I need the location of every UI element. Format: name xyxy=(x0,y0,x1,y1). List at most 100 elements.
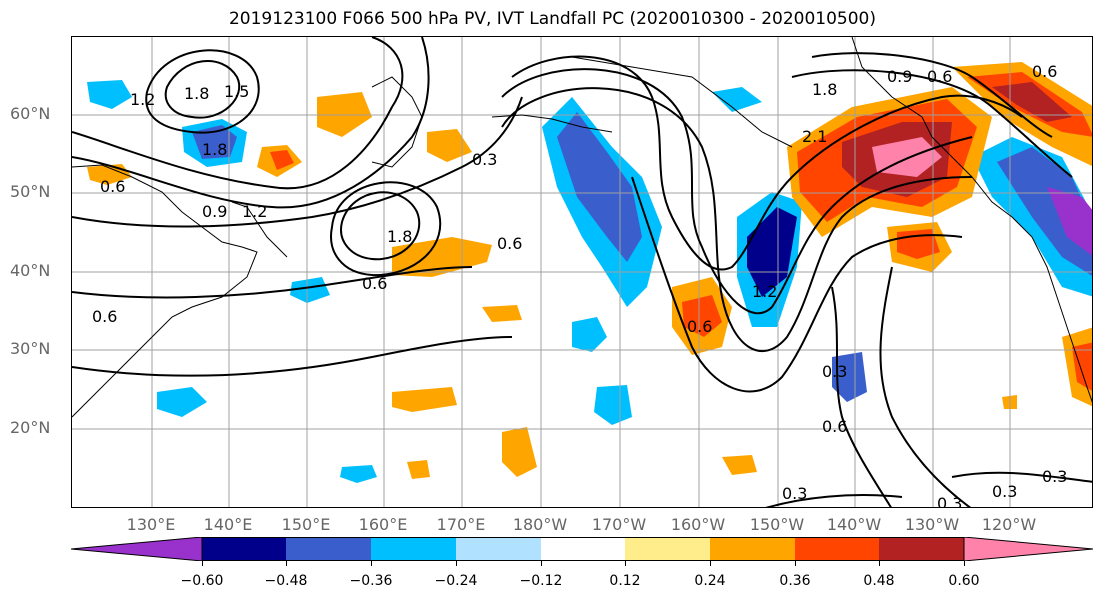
contour-low-center-2 xyxy=(330,181,442,277)
map-panel: 1.8 1.5 1.2 1.8 0.9 1.2 0.6 0.3 1.8 0.6 … xyxy=(71,36,1093,508)
lon-label: 180°W xyxy=(512,515,568,534)
coast-japan xyxy=(231,201,288,258)
contour-label: 0.3 xyxy=(1042,467,1067,486)
shade-blue-sw xyxy=(157,387,207,417)
lon-label: 170°E xyxy=(436,515,486,534)
contour-bottom xyxy=(765,494,903,507)
contour-label: 2.1 xyxy=(802,127,827,146)
contour-label: 0.9 xyxy=(887,67,912,86)
colorbar xyxy=(71,537,1093,561)
colorbar-tickmark xyxy=(371,561,372,566)
shade-blue-tiny-2 xyxy=(290,277,330,303)
colorbar-bin xyxy=(371,537,456,561)
contour-label: 0.6 xyxy=(92,307,117,326)
contour-wave-2 xyxy=(72,37,430,209)
colorbar-tick-label: −0.48 xyxy=(264,573,308,589)
coast-na-west xyxy=(931,136,1092,403)
contour-label: 1.5 xyxy=(224,82,249,101)
contour-trough-3 xyxy=(501,87,973,353)
contour-ridge-east xyxy=(811,52,1053,138)
colorbar-extend-left xyxy=(71,537,203,561)
contour-wave-4 xyxy=(72,266,473,299)
map-canvas: 1.8 1.5 1.2 1.8 0.9 1.2 0.6 0.3 1.8 0.6 … xyxy=(72,37,1092,507)
shade-darkblue-mid-east xyxy=(747,207,797,297)
colorbar-tickmark xyxy=(795,561,796,566)
colorbar-bin xyxy=(541,537,625,561)
shade-blue-tiny-3 xyxy=(712,87,762,112)
colorbar-tick-label: 0.48 xyxy=(863,573,895,589)
contour-east-s xyxy=(831,286,892,507)
contour-wave-3 xyxy=(72,96,523,228)
colorbar-tick-label: 0.60 xyxy=(948,573,980,589)
shade-orange-nw-3 xyxy=(427,129,472,162)
lon-label: 150°W xyxy=(749,515,805,534)
pv-contours xyxy=(72,37,1092,507)
colorbar-tick-label: −0.36 xyxy=(349,573,393,589)
shade-blue-small-center xyxy=(572,317,607,352)
colorbar-bin xyxy=(202,537,286,561)
contour-label: 0.6 xyxy=(362,274,387,293)
lat-label: 60°N xyxy=(10,104,51,123)
contour-trough-1 xyxy=(511,55,1023,271)
shade-blue-tiny-1 xyxy=(340,465,377,483)
shade-red-nw-1 xyxy=(270,150,294,170)
contour-trough-4 xyxy=(631,176,963,393)
lon-label: 160°W xyxy=(670,515,726,534)
contour-wave-5 xyxy=(72,336,513,377)
contour-label: 0.9 xyxy=(202,202,227,221)
lon-label: 140°E xyxy=(203,515,253,534)
colorbar-tick-label: −0.24 xyxy=(434,573,478,589)
colorbar-bin xyxy=(625,537,710,561)
contour-low-nw xyxy=(164,60,241,119)
contour-label: 0.3 xyxy=(992,482,1017,501)
shade-blue-tl xyxy=(87,80,132,109)
contour-low-nw-2 xyxy=(145,49,260,134)
shade-blue-south xyxy=(594,385,632,425)
colorbar-bin xyxy=(879,537,964,561)
colorbar-tickmark xyxy=(202,561,203,566)
colorbar-tick-label: −0.12 xyxy=(519,573,563,589)
lat-label: 40°N xyxy=(10,261,51,280)
contour-label: 0.3 xyxy=(822,362,847,381)
shade-orange-south-1 xyxy=(392,387,457,412)
colorbar-tickmark xyxy=(456,561,457,566)
lon-label: 120°W xyxy=(981,515,1037,534)
contour-label: 0.3 xyxy=(782,484,807,503)
colorbar-frame xyxy=(201,537,965,561)
contour-wave-1 xyxy=(72,37,404,190)
lon-label: 130°W xyxy=(904,515,960,534)
contour-low-center xyxy=(340,191,421,261)
shade-orange-south-3 xyxy=(407,460,430,479)
contour-trough-2 xyxy=(501,68,973,315)
colorbar-tickmark xyxy=(541,561,542,566)
contour-label: 0.6 xyxy=(1032,62,1057,81)
shade-orange-south-4 xyxy=(482,305,522,322)
contour-label: 1.2 xyxy=(130,90,155,109)
contour-bottom-2 xyxy=(951,471,1092,483)
colorbar-tickmark xyxy=(286,561,287,566)
lat-label: 20°N xyxy=(10,418,51,437)
coast-asia xyxy=(72,164,258,418)
shade-purple-right xyxy=(1047,187,1092,256)
lon-label: 140°W xyxy=(826,515,882,534)
contour-east-s-2 xyxy=(879,266,972,507)
shade-red-se-corner xyxy=(1072,342,1092,391)
colorbar-tickmark xyxy=(710,561,711,566)
colorbar-bin xyxy=(456,537,541,561)
contour-label: 1.2 xyxy=(242,202,267,221)
colorbar-tick-label: 0.36 xyxy=(779,573,811,589)
colorbar-tick-label: −0.60 xyxy=(180,573,224,589)
lon-label: 160°E xyxy=(358,515,408,534)
plot-title: 2019123100 F066 500 hPa PV, IVT Landfall… xyxy=(228,9,876,29)
coastlines xyxy=(72,37,1092,418)
colorbar-tickmark xyxy=(964,561,965,566)
colorbar-tick-label: 0.12 xyxy=(609,573,641,589)
colorbar-extend-right xyxy=(963,537,1093,561)
lon-label: 150°E xyxy=(281,515,331,534)
contour-label: 1.8 xyxy=(184,84,209,103)
contour-label: 1.8 xyxy=(202,140,227,159)
contour-label: 0.6 xyxy=(497,234,522,253)
contour-label: 0.6 xyxy=(927,67,952,86)
colorbar-bin xyxy=(286,537,371,561)
contour-ridge-east-2 xyxy=(791,69,1073,178)
